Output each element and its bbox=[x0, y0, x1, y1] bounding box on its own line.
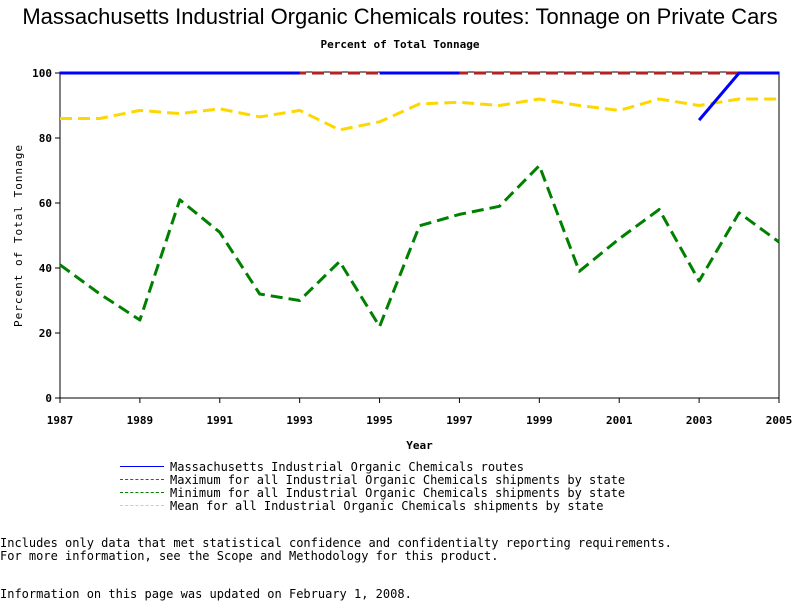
chart-legend: Massachusetts Industrial Organic Chemica… bbox=[120, 459, 626, 513]
legend-label: Mean for all Industrial Organic Chemical… bbox=[170, 498, 604, 513]
series-line-3 bbox=[60, 97, 779, 132]
x-tick-label: 1987 bbox=[47, 414, 74, 427]
y-tick-label: 40 bbox=[39, 262, 52, 275]
x-tick-label: 1991 bbox=[207, 414, 234, 427]
y-axis-label: Percent of Total Tonnage bbox=[12, 144, 25, 327]
legend-swatch bbox=[120, 479, 164, 480]
series-line-2 bbox=[59, 164, 780, 328]
x-axis-label: Year bbox=[406, 439, 433, 452]
x-tick-label: 1989 bbox=[127, 414, 154, 427]
y-tick-label: 100 bbox=[32, 67, 52, 80]
line-chart: 0 20 40 60 80 100 1987 1989 1991 1993 1995 1997 1999… bbox=[12, 67, 793, 452]
legend-label: Minimum for all Industrial Organic Chemi… bbox=[170, 485, 626, 500]
x-tick-label: 2003 bbox=[686, 414, 713, 427]
chart-subtitle: Percent of Total Tonnage bbox=[320, 38, 480, 51]
x-tick-label: 1999 bbox=[526, 414, 553, 427]
x-tick-label: 1995 bbox=[366, 414, 393, 427]
y-tick-label: 0 bbox=[45, 392, 52, 405]
x-tick-label: 2005 bbox=[766, 414, 793, 427]
chart-title: Massachusetts Industrial Organic Chemica… bbox=[22, 4, 778, 29]
footnote-updated: Information on this page was updated on … bbox=[0, 587, 412, 601]
y-tick-label: 20 bbox=[39, 327, 52, 340]
legend-item: Maximum for all Industrial Organic Chemi… bbox=[120, 472, 626, 487]
y-tick-label: 60 bbox=[39, 197, 52, 210]
legend-item: Massachusetts Industrial Organic Chemica… bbox=[120, 459, 625, 474]
x-tick-label: 2001 bbox=[606, 414, 633, 427]
x-tick-label: 1997 bbox=[446, 414, 473, 427]
y-tick-label: 80 bbox=[39, 132, 52, 145]
footnote-methodology: For more information, see the Scope and … bbox=[0, 549, 499, 563]
legend-item: Mean for all Industrial Organic Chemical… bbox=[120, 498, 625, 513]
legend-item: Minimum for all Industrial Organic Chemi… bbox=[120, 485, 626, 500]
x-tick-label: 1993 bbox=[286, 414, 313, 427]
legend-swatch bbox=[120, 492, 164, 493]
legend-label: Massachusetts Industrial Organic Chemica… bbox=[170, 459, 525, 474]
legend-swatch bbox=[120, 466, 164, 467]
footnote-confidence: Includes only data that met statistical … bbox=[0, 536, 672, 550]
series-line-0 bbox=[697, 71, 779, 122]
legend-swatch bbox=[120, 505, 164, 506]
legend-label: Maximum for all Industrial Organic Chemi… bbox=[170, 472, 626, 487]
